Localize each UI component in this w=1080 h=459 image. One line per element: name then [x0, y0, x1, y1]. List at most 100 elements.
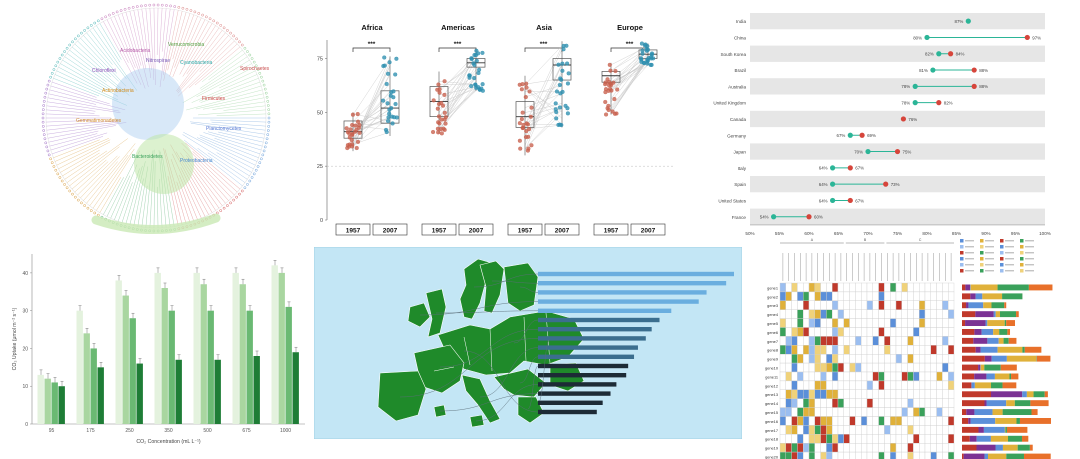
- leaf-node: [173, 5, 177, 8]
- heatmap-cell: [843, 336, 850, 346]
- tree-branch: [125, 12, 142, 66]
- heatmap-cell: [901, 291, 908, 302]
- heatmap-cell: [936, 336, 943, 346]
- data-point: [646, 55, 651, 61]
- heatmap-cell: [942, 425, 949, 435]
- heatmap-cell: [779, 407, 787, 417]
- tree-branch: [218, 85, 262, 100]
- heatmap-cell: [907, 442, 914, 453]
- heatmap-cell: [924, 416, 932, 426]
- heatmap-cell: [889, 300, 897, 310]
- start-value-label: 81%: [919, 68, 928, 73]
- data-point: [442, 110, 447, 115]
- connector-curve: [399, 338, 539, 398]
- stacked-bar-segment: [970, 284, 998, 291]
- heatmap-cell: [843, 318, 850, 328]
- leaf-node: [135, 5, 139, 8]
- stacked-bar-segment: [1002, 444, 1018, 451]
- stacked-bar-segment: [1031, 409, 1038, 415]
- stacked-bar-segment: [962, 373, 975, 380]
- heatmap-cell: [878, 362, 885, 373]
- data-point: [604, 112, 609, 117]
- tree-branch: [46, 121, 120, 131]
- heatmap-cell: [849, 291, 856, 302]
- heatmap-cell: [895, 336, 903, 346]
- tree-branch: [80, 156, 120, 199]
- heatmap-cell: [889, 353, 897, 364]
- country-shape: [517, 396, 545, 424]
- stacked-bar-segment: [990, 435, 1009, 442]
- data-point: [525, 122, 530, 127]
- x-tick-label: 55%: [775, 231, 784, 235]
- tree-branch: [133, 178, 144, 226]
- legend-swatch: [1000, 239, 1004, 243]
- heatmap-cell: [860, 416, 868, 426]
- heatmap-cell: [907, 327, 914, 337]
- heatmap-cell: [924, 442, 932, 453]
- heatmap-cell: [884, 371, 891, 382]
- heatmap-cell: [831, 291, 839, 302]
- start-point: [912, 83, 918, 89]
- heatmap-cell: [924, 434, 932, 444]
- tree-branch: [199, 37, 232, 72]
- leaf-node: [80, 31, 83, 35]
- tree-branch: [219, 70, 256, 89]
- heatmap-cell: [889, 407, 897, 417]
- heatmap-cell: [779, 318, 787, 328]
- data-point: [480, 50, 485, 55]
- heatmap-cell: [837, 309, 845, 319]
- pair-line: [610, 59, 649, 114]
- heatmap-cell: [837, 425, 845, 435]
- x-tick-label: 95%: [1011, 231, 1020, 235]
- heatmap-cell: [942, 362, 949, 373]
- heatmap-cell: [837, 327, 845, 337]
- start-value-label: 64%: [819, 198, 828, 203]
- tree-branch: [86, 143, 136, 204]
- heatmap-cell: [913, 407, 920, 417]
- heatmap-cell: [820, 353, 827, 364]
- stacked-bar-segment: [1019, 418, 1051, 424]
- tree-branch: [172, 12, 187, 60]
- heatmap-cell: [785, 380, 792, 390]
- row-label: gene7: [767, 339, 778, 344]
- pair-line: [438, 63, 477, 90]
- leaf-node: [240, 43, 244, 47]
- heatmap-cell: [826, 425, 833, 435]
- data-point: [613, 68, 618, 74]
- heatmap-cell: [814, 407, 821, 417]
- heatmap-cell: [878, 398, 885, 408]
- heatmap-cell: [808, 416, 816, 426]
- heatmap-cell: [930, 416, 937, 426]
- significance-label: ***: [540, 41, 548, 48]
- stacked-bar-segment: [986, 400, 1007, 407]
- heatmap-cell: [808, 300, 816, 310]
- leaf-node: [232, 34, 235, 38]
- heatmap-cell: [872, 380, 879, 390]
- heatmap-cell: [849, 362, 856, 373]
- tree-branch: [188, 43, 238, 89]
- heatmap-cell: [866, 416, 874, 426]
- stacked-bar-segment: [984, 364, 1001, 371]
- leaf-node: [226, 29, 229, 32]
- tree-branch: [216, 152, 252, 173]
- tree-branch: [47, 125, 116, 139]
- heatmap-cell: [872, 442, 879, 453]
- data-point: [603, 90, 608, 95]
- heatmap-cell: [866, 371, 874, 382]
- data-point: [565, 106, 570, 111]
- heatmap-cell: [820, 442, 827, 453]
- heatmap-cell: [849, 398, 856, 408]
- heatmap-cell: [866, 380, 874, 390]
- leaf-node: [267, 104, 270, 107]
- heatmap-cell: [808, 451, 816, 459]
- tree-branch: [74, 43, 112, 78]
- connector-curve: [475, 384, 539, 422]
- row-label: gene17: [765, 428, 778, 433]
- heatmap-cell: [930, 291, 937, 302]
- stacked-bar-segment: [976, 444, 996, 451]
- heatmap-cell: [843, 380, 850, 390]
- heatmap-cell: [918, 434, 926, 444]
- tree-branch: [53, 78, 100, 97]
- heatmap-cell: [878, 389, 885, 399]
- data-point: [645, 47, 651, 52]
